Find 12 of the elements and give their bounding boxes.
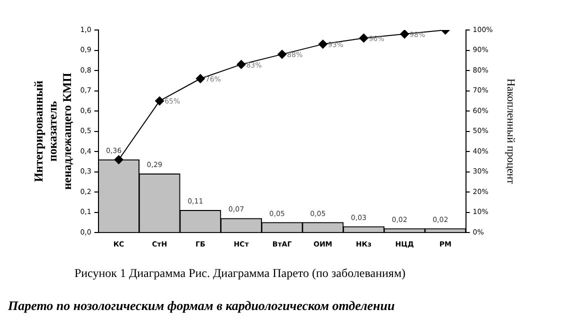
text: Парето по нозологическим формам в кардиологическом отделении <box>8 298 395 314</box>
point <box>196 74 205 84</box>
point <box>359 34 368 43</box>
y-axis-title: Интегрированный показатель ненадлежащего КМП <box>31 72 74 190</box>
point <box>400 30 410 39</box>
text: Рисунок 1 Диаграмма Рис. Диаграмма Парето (по заболеваниям) <box>73 266 407 281</box>
point <box>318 40 328 49</box>
point <box>155 96 164 106</box>
y2-axis-title: Накопленный процент <box>504 78 517 184</box>
point <box>236 60 246 69</box>
point <box>278 50 287 59</box>
point <box>114 155 124 164</box>
